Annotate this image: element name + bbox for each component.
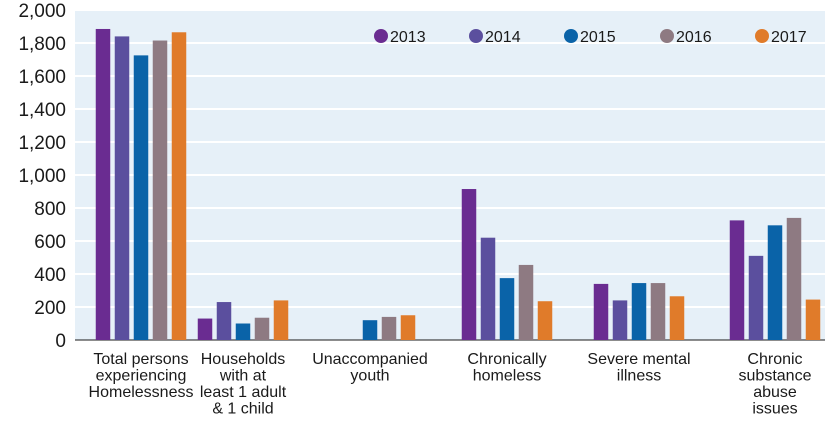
bar-2017-2 [400,315,416,340]
legend-label-2017: 2017 [771,29,807,46]
bars [95,28,821,341]
y-tick-label: 400 [34,265,66,286]
bar-2016-0 [152,40,168,341]
legend-label-2014: 2014 [485,29,521,46]
y-tick-label: 800 [34,199,66,220]
legend-marker-2013 [374,29,388,43]
bar-2017-0 [171,32,187,341]
legend-marker-2017 [755,29,769,43]
gridlines [75,9,825,341]
bar-2014-4 [612,300,628,340]
bar-2013-1 [197,318,213,340]
category-label: Unaccompanied youth [312,351,428,385]
bar-2015-1 [235,323,251,340]
legend-marker-2016 [660,29,674,43]
y-tick-label: 600 [34,232,66,253]
y-tick-label: 1,200 [18,133,66,154]
bar-2016-5 [786,217,802,340]
bar-2016-4 [650,283,666,340]
y-axis: 0 200 400 600 800 1,000 1,200 1,400 1,600 1,800 2,… [18,1,66,352]
legend-marker-2014 [469,29,483,43]
bar-2015-0 [133,55,149,340]
y-tick-label: 0 [55,331,66,352]
bar-2015-3 [499,278,515,340]
y-tick-label: 1,600 [18,67,66,88]
bar-2013-3 [461,189,477,340]
legend-label-2013: 2013 [390,29,426,46]
category-label: Chronic substance abuse issues [739,351,812,418]
bar-2016-1 [254,317,270,340]
legend-label-2016: 2016 [676,29,712,46]
bar-2015-4 [631,283,647,340]
bar-2013-5 [729,220,745,340]
bar-2013-4 [593,283,609,340]
bar-2016-3 [518,264,534,340]
legend-label-2015: 2015 [580,29,616,46]
bar-2014-3 [480,237,496,340]
y-tick-label: 200 [34,298,66,319]
bar-2017-4 [669,296,685,340]
bar-2017-1 [273,300,289,340]
legend: 2013 2014 2015 2016 2017 [374,29,807,46]
bar-2016-2 [381,316,397,340]
bar-2014-1 [216,302,232,340]
y-tick-label: 1,800 [18,34,66,55]
category-label: Households with at least 1 adult & 1 child [200,351,287,418]
category-label: Severe mental illness [587,351,690,385]
y-tick-label: 1,400 [18,100,66,121]
y-tick-label: 1,000 [18,166,66,187]
bar-2014-0 [114,36,130,341]
bar-2017-5 [805,299,821,340]
legend-marker-2015 [564,29,578,43]
y-tick-label: 2,000 [18,1,66,22]
bar-2017-3 [537,301,553,340]
bar-2014-5 [748,255,764,340]
bar-2015-2 [362,320,378,340]
category-label: Chronically homeless [467,351,546,385]
category-label: Total persons experiencing Homelessness [89,351,194,401]
bar-2013-0 [95,28,111,340]
x-axis: Total persons experiencing HomelessnessHou… [89,351,812,418]
bar-2015-5 [767,225,783,340]
